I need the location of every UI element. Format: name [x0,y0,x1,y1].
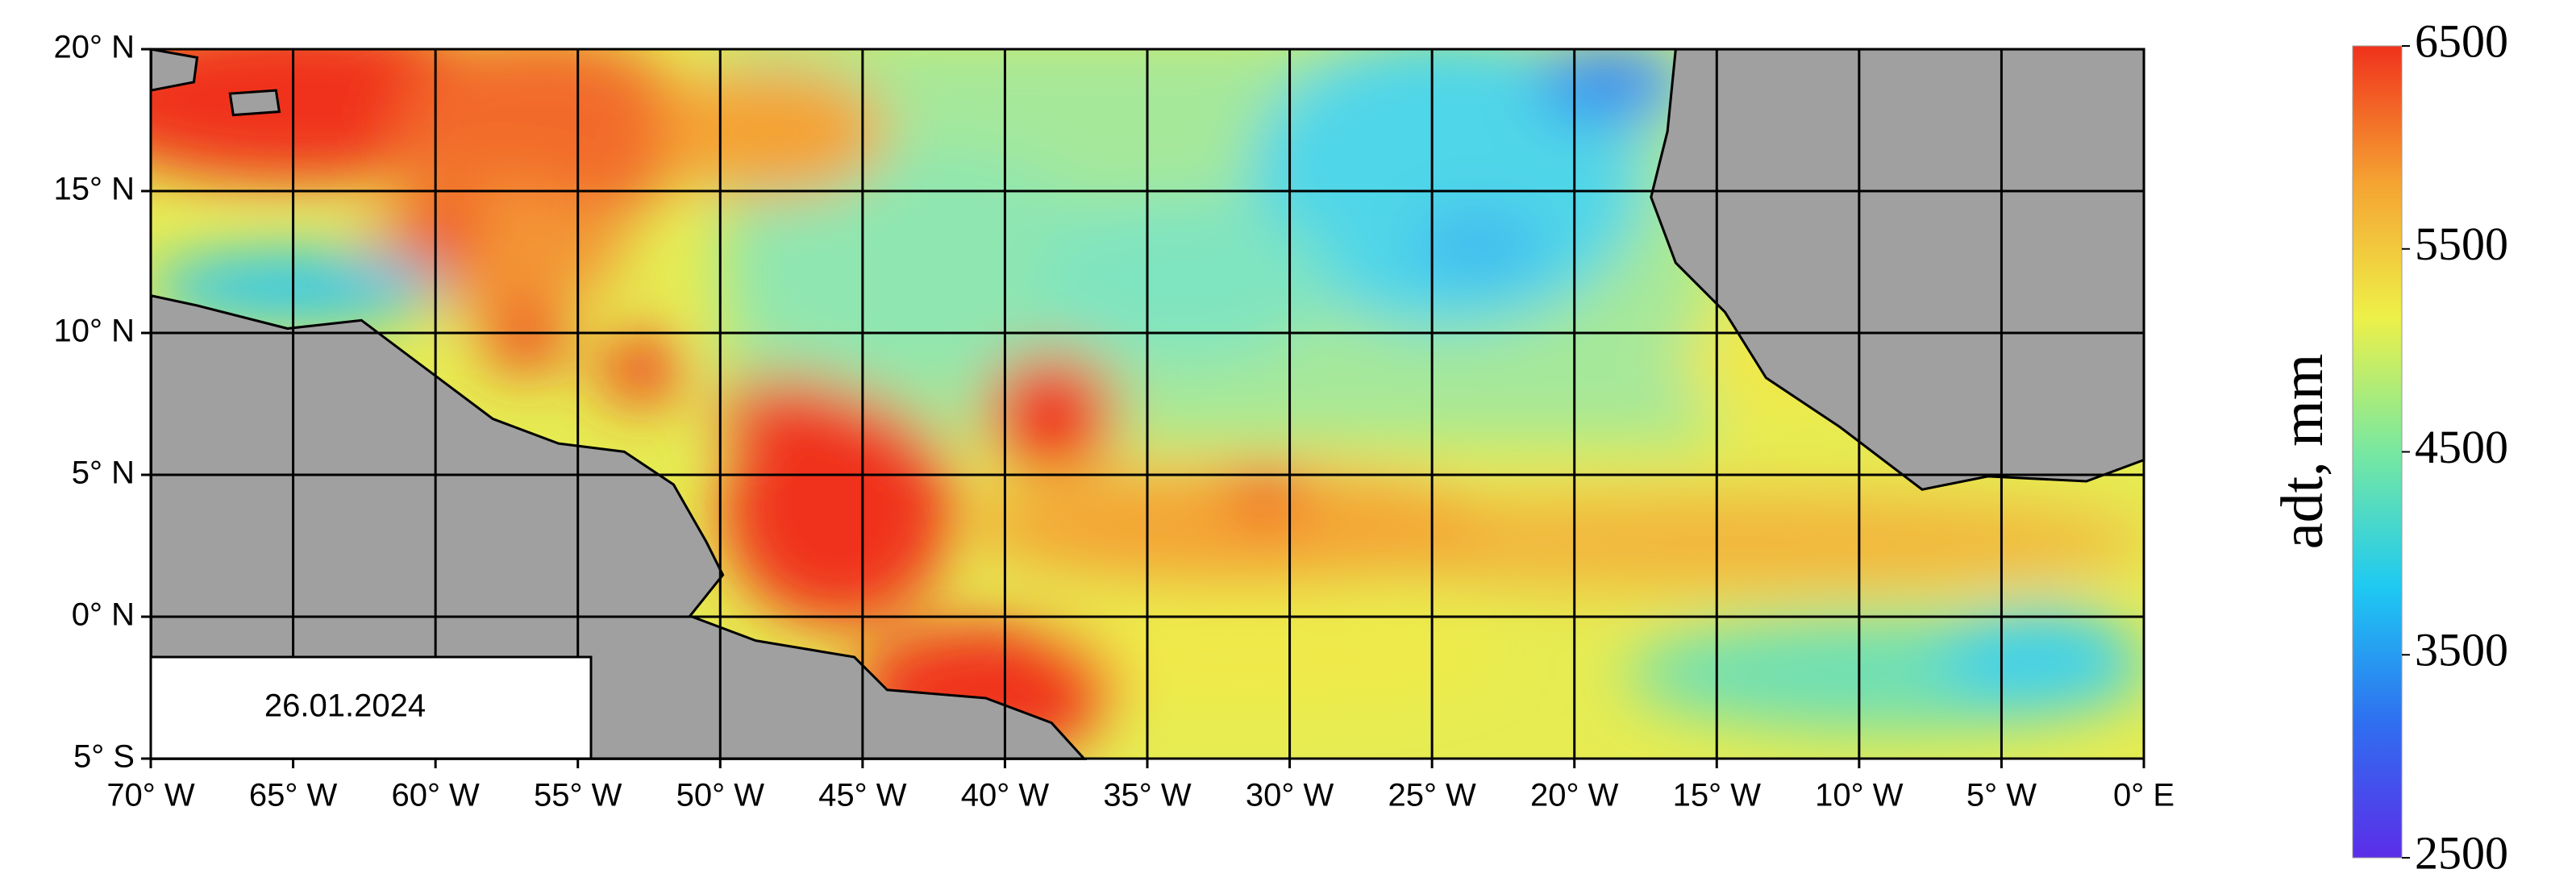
map-frame [149,48,2145,760]
lon-tick-label: 40° W [961,778,1050,813]
map-layer [149,48,2145,760]
lat-tick-label: 5° N [72,455,135,491]
lon-tick-label: 20° W [1530,778,1619,813]
lon-tick-label: 65° W [249,778,338,813]
lon-tick-label: 35° W [1103,778,1192,813]
lat-tick-label: 15° N [54,172,135,207]
lon-tick-label: 45° W [818,778,907,813]
colorbar-tick-label: 5500 [2415,218,2508,270]
colorbar-tick-label: 2500 [2415,826,2508,879]
lon-tick-label: 70° W [106,778,195,813]
lat-tick-label: 5° S [73,739,135,775]
lon-tick-label: 25° W [1388,778,1476,813]
lon-tick-label: 10° W [1815,778,1904,813]
colorbar-tick-label: 6500 [2415,15,2508,67]
colorbar [2352,45,2403,859]
colorbar-tick-label: 4500 [2415,421,2508,473]
colorbar-tick-label: 3500 [2415,624,2508,676]
lat-tick-label: 0° N [72,597,135,633]
lat-tick-label: 10° N [54,314,135,349]
lon-tick-label: 55° W [534,778,622,813]
date-label: 26.01.2024 [264,688,426,724]
date-box [149,655,593,760]
lon-tick-label: 0° E [2113,778,2174,813]
lon-tick-label: 5° W [1966,778,2037,813]
lon-tick-label: 30° W [1246,778,1334,813]
lat-tick-label: 20° N [54,30,135,65]
lon-tick-label: 50° W [676,778,765,813]
lon-tick-label: 60° W [391,778,480,813]
lon-tick-label: 15° W [1673,778,1762,813]
colorbar-label: adt, mm [2270,354,2336,550]
